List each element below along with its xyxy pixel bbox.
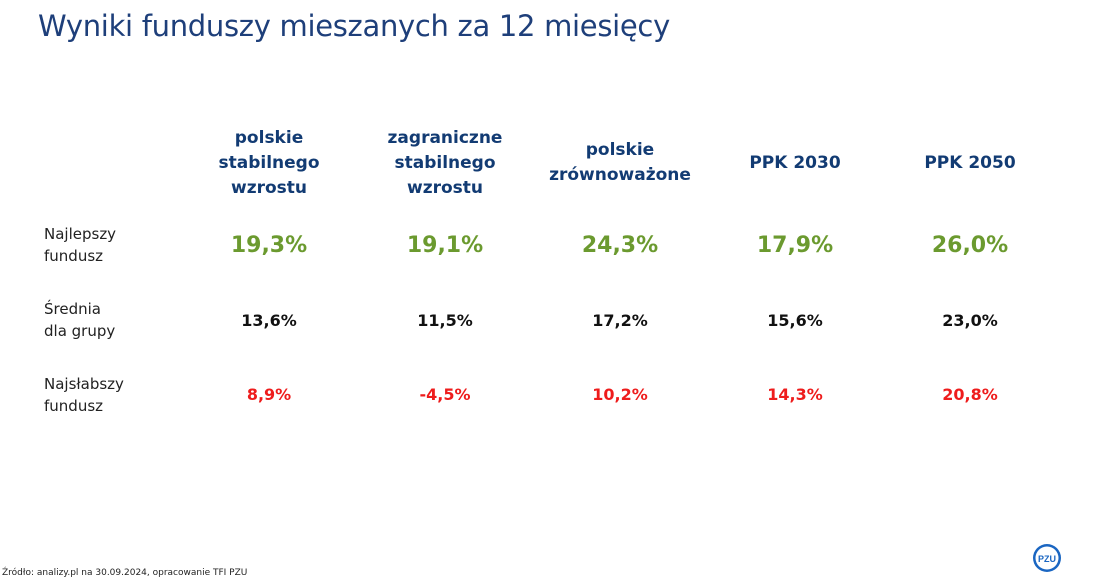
worst-value-cell: 20,8% [942, 385, 998, 404]
average-value-cell: 23,0% [942, 311, 998, 330]
average-value-cell: 15,6% [767, 311, 823, 330]
average-value-cell: 13,6% [241, 311, 297, 330]
worst-value-cell: 14,3% [767, 385, 823, 404]
pzu-logo-icon: PZU [1032, 543, 1062, 573]
column-header-label: PPK 2030 [749, 152, 841, 173]
column-header-label: polskie stabilnego wzrostu [218, 127, 320, 198]
average-value-cell: 17,2% [592, 311, 648, 330]
row-label-najslabszy-fundusz: Najsłabszy fundusz [44, 375, 124, 415]
worst-value-cell: 8,9% [246, 385, 292, 404]
row-label-srednia-dla-grupy: Średnia dla grupy [44, 300, 116, 340]
best-value-cell: 19,1% [406, 233, 484, 258]
best-value-cell: 17,9% [756, 233, 834, 258]
column-header-label: polskie zrównoważone [549, 140, 691, 185]
best-value-cell: 26,0% [931, 233, 1009, 258]
page-title: Wyniki funduszy mieszanych za 12 miesięc… [38, 9, 670, 43]
average-value-cell: 11,5% [417, 311, 473, 330]
source-note: Źródło: analizy.pl na 30.09.2024, opraco… [2, 568, 248, 578]
logo-text: PZU [1038, 554, 1056, 564]
worst-value-cell: -4,5% [419, 385, 471, 404]
best-value-cell: 19,3% [230, 233, 308, 258]
column-header-zagraniczne-stabilnego-wzrostu: zagraniczne stabilnego wzrostu [370, 124, 520, 202]
column-header-ppk-2050: PPK 2050 [895, 124, 1045, 202]
column-header-polskie-stabilnego-wzrostu: polskie stabilnego wzrostu [194, 124, 344, 202]
column-header-ppk-2030: PPK 2030 [720, 124, 870, 202]
column-header-label: zagraniczne stabilnego wzrostu [387, 127, 503, 198]
best-value-cell: 24,3% [581, 233, 659, 258]
row-label-najlepszy-fundusz: Najlepszy fundusz [44, 225, 117, 265]
column-header-polskie-zrownowazone: polskie zrównoważone [545, 124, 695, 202]
column-header-label: PPK 2050 [924, 152, 1016, 173]
worst-value-cell: 10,2% [592, 385, 648, 404]
